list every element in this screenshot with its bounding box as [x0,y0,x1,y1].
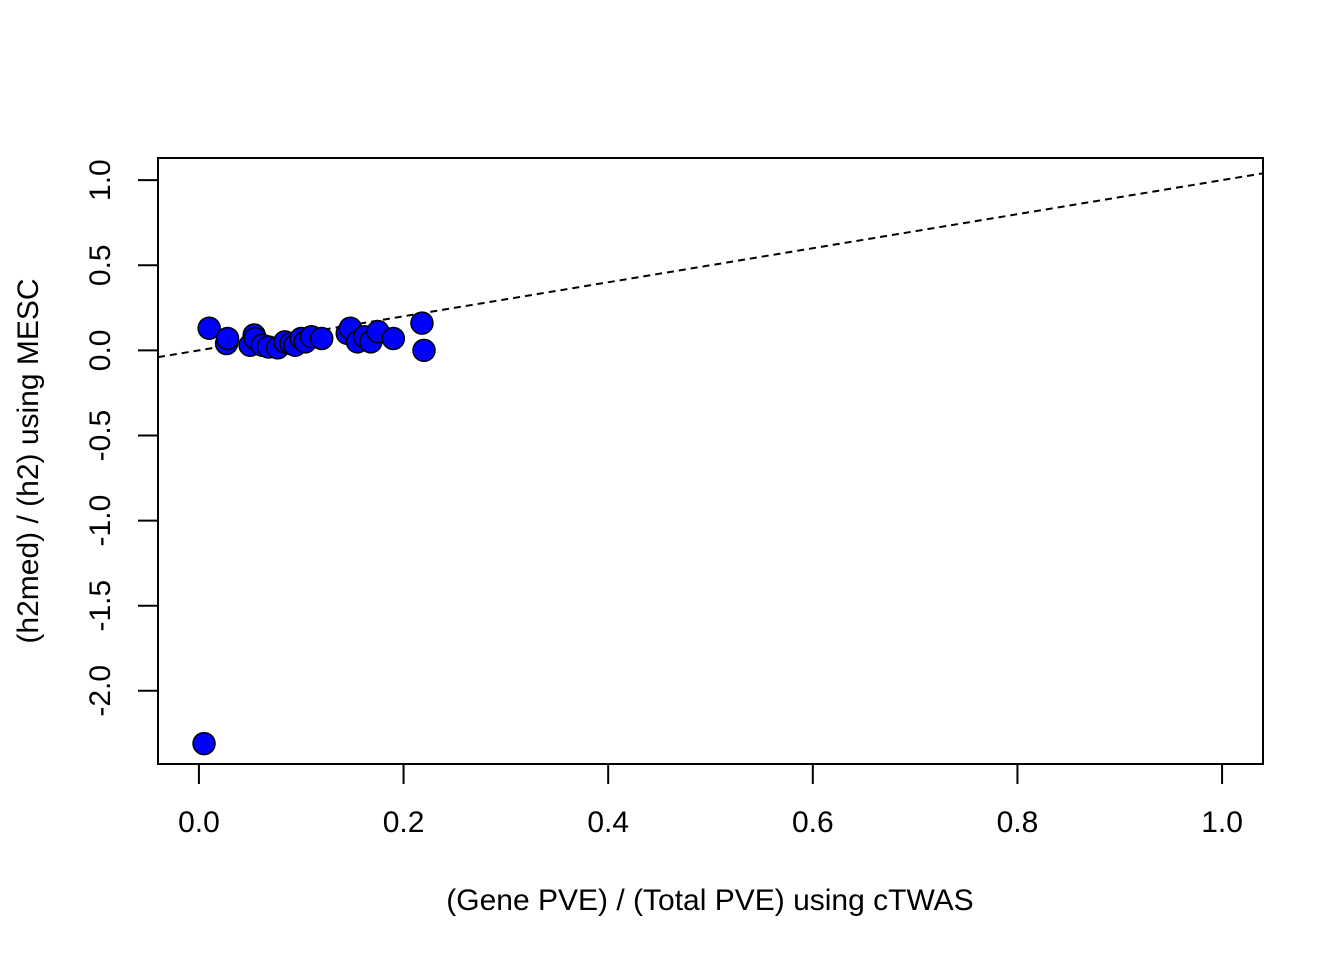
data-point [197,316,221,340]
y-tick-label: -1.0 [84,495,117,547]
x-tick-label: 0.0 [178,806,220,839]
x-tick-label: 0.8 [997,806,1039,839]
y-tick-label: 1.0 [84,159,117,201]
plot-frame [157,157,1264,765]
data-point [410,311,434,335]
data-point [309,326,334,351]
data-point [192,731,216,756]
x-axis-label: (Gene PVE) / (Total PVE) using cTWAS [446,884,973,917]
y-axis-label: (h2med) / (h2) using MESC [12,278,45,643]
y-tick-label: -2.0 [84,665,117,717]
y-tick-label: -0.5 [84,410,117,462]
x-tick-label: 0.2 [383,806,425,839]
y-tick-label: 0.0 [84,329,117,371]
x-tick-label: 0.4 [587,806,629,839]
y-axis: 1.0 0.5 0.0 -0.5 -1.0 -1.5 -2.0 [84,159,159,717]
x-tick-label: 0.6 [792,806,834,839]
x-tick-label: 1.0 [1201,806,1243,839]
data-point [215,326,240,351]
data-point [412,338,436,363]
y-tick-label: -1.5 [84,580,117,632]
x-axis: 0.0 0.2 0.4 0.6 0.8 1.0 [178,763,1243,839]
y-tick-label: 0.5 [84,244,117,286]
data-points [192,311,436,756]
data-point [381,326,406,351]
